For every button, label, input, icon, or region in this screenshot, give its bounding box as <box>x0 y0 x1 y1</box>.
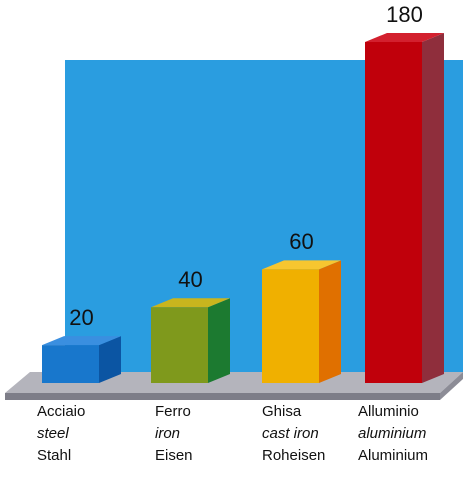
bar <box>365 42 422 383</box>
bar-side <box>319 260 341 383</box>
value-label: 20 <box>69 305 93 330</box>
category-label: Ferro <box>155 403 191 420</box>
bar <box>151 307 208 383</box>
bar-side <box>422 33 444 383</box>
category-label: cast iron <box>262 425 319 442</box>
category-label: Stahl <box>37 447 71 464</box>
category-label: Alluminio <box>358 403 419 420</box>
bar-side <box>99 336 121 383</box>
value-label: 180 <box>386 2 423 27</box>
category-label: Aluminium <box>358 447 428 464</box>
bar-side <box>208 298 230 383</box>
bar-top <box>262 260 341 270</box>
floor-edge <box>5 393 440 400</box>
category-label: Roheisen <box>262 447 325 464</box>
bar-top <box>365 33 444 42</box>
value-label: 60 <box>289 229 313 254</box>
floor <box>5 372 463 393</box>
category-label: Acciaio <box>37 403 85 420</box>
category-label: aluminium <box>358 425 426 442</box>
category-label: steel <box>37 425 69 442</box>
category-label: Eisen <box>155 447 193 464</box>
category-label: Ghisa <box>262 403 302 420</box>
bar-top <box>42 336 121 346</box>
bar-top <box>151 298 230 308</box>
category-label: iron <box>155 425 180 442</box>
value-label: 40 <box>178 267 202 292</box>
bar <box>42 345 99 383</box>
bar <box>262 269 319 383</box>
floor-side <box>440 372 463 400</box>
